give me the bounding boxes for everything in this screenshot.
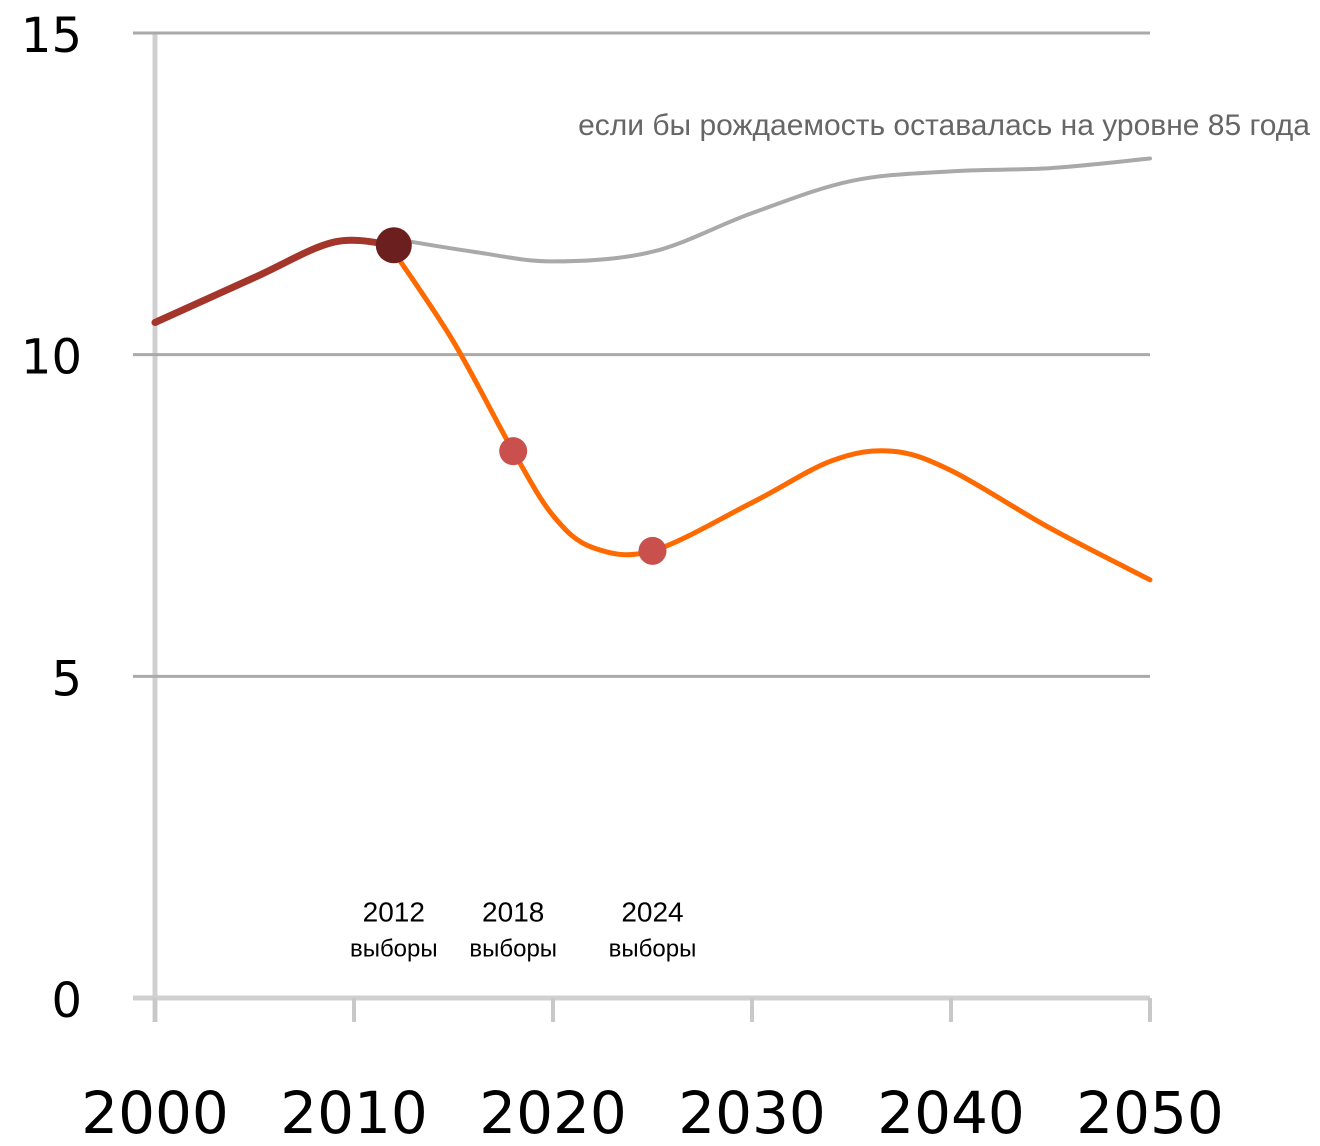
marker	[638, 536, 667, 565]
line	[391, 156, 1152, 264]
annotation-year: 2018	[482, 896, 544, 927]
legend-label: если бы рождаемость оставалась на уровне…	[578, 109, 1310, 142]
annotation-text: выборы	[350, 935, 438, 962]
line	[391, 249, 1153, 583]
marker	[375, 227, 412, 264]
line	[151, 236, 398, 326]
annotation-text: выборы	[469, 935, 557, 962]
x-tick-label: 2010	[280, 1079, 428, 1146]
y-tick-label: 10	[21, 330, 82, 386]
y-tick-label: 0	[51, 973, 82, 1029]
x-tick-label: 2040	[877, 1079, 1025, 1146]
x-tick-label: 2050	[1076, 1079, 1224, 1146]
annotation-text: выборы	[609, 935, 697, 962]
y-tick-label: 15	[21, 8, 82, 64]
x-tick-label: 2030	[678, 1079, 826, 1146]
y-tick-label: 5	[51, 651, 82, 707]
marker	[499, 437, 528, 466]
x-tick-label: 2000	[81, 1079, 229, 1146]
annotation-year: 2012	[363, 896, 425, 927]
annotation-year: 2024	[621, 896, 683, 927]
x-tick-label: 2020	[479, 1079, 627, 1146]
